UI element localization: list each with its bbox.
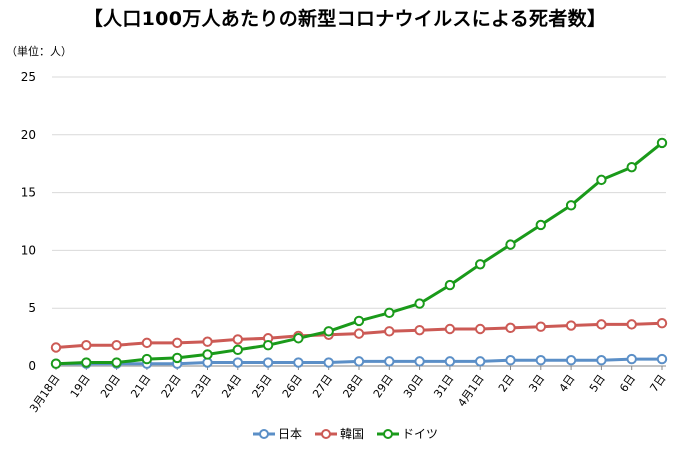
data-point — [475, 323, 486, 335]
data-point — [444, 356, 456, 367]
data-point — [505, 355, 516, 366]
data-point — [172, 337, 183, 349]
x-tick-label: 5日 — [587, 372, 608, 394]
data-point — [323, 326, 334, 337]
data-point — [444, 323, 456, 335]
y-axis-ticks: 0 5 10 15 20 25 — [21, 70, 36, 373]
x-tick-label: 22日 — [159, 372, 184, 400]
data-point — [262, 339, 274, 351]
data-point — [535, 219, 546, 231]
x-tick-label: 24日 — [219, 372, 244, 400]
data-point — [81, 339, 92, 351]
data-point — [141, 337, 153, 349]
data-point — [535, 355, 546, 366]
y-tick-label: 25 — [21, 70, 36, 84]
data-point — [202, 336, 213, 347]
data-point — [444, 279, 456, 291]
y-tick-label: 10 — [21, 243, 36, 257]
legend-label: 日本 — [277, 427, 302, 441]
data-point — [202, 349, 213, 360]
legend-marker-icon — [314, 428, 337, 439]
data-point — [656, 353, 668, 365]
x-tick-label: 26日 — [280, 372, 305, 400]
data-point — [232, 357, 244, 368]
data-point — [535, 321, 546, 332]
data-point — [475, 259, 486, 270]
data-point — [414, 298, 425, 309]
data-point — [111, 339, 122, 351]
x-tick-label: 3日 — [526, 372, 547, 394]
data-point — [565, 320, 577, 331]
y-tick-label: 20 — [21, 128, 36, 142]
data-point — [626, 319, 637, 330]
series-lines — [50, 137, 668, 369]
legend-item: 韓国 — [314, 425, 364, 442]
y-tick-label: 5 — [28, 301, 36, 315]
data-point — [293, 357, 304, 368]
data-point — [323, 357, 334, 368]
data-point — [353, 328, 365, 339]
chart-legend: 日本 韓国 ドイツ — [0, 425, 690, 443]
data-point — [232, 334, 244, 345]
data-point — [81, 357, 92, 368]
y-tick-label: 15 — [21, 186, 36, 200]
x-tick-label: 31日 — [431, 372, 456, 400]
x-tick-label: 7日 — [647, 372, 668, 394]
legend-marker-icon — [252, 428, 275, 439]
x-tick-label: 25日 — [250, 372, 275, 400]
data-point — [505, 239, 516, 250]
data-point — [111, 357, 122, 368]
x-tick-label: 3月18日 — [27, 372, 62, 415]
data-point — [262, 357, 274, 368]
data-point — [565, 355, 577, 366]
x-tick-label: 2日 — [496, 372, 517, 394]
data-point — [505, 322, 516, 334]
legend-label: ドイツ — [402, 427, 439, 441]
data-point — [414, 356, 425, 367]
data-point — [50, 358, 62, 369]
data-point — [475, 356, 486, 367]
data-point — [626, 161, 637, 173]
data-point — [353, 356, 365, 367]
data-point — [414, 324, 425, 336]
data-point — [384, 356, 395, 367]
data-point — [384, 326, 395, 337]
data-point — [172, 352, 183, 364]
x-tick-label: 21日 — [128, 372, 153, 400]
data-point — [141, 353, 153, 365]
data-point — [596, 319, 607, 330]
data-point — [596, 174, 607, 186]
x-tick-label: 6日 — [617, 372, 638, 394]
chart-title: 【人口100万人あたりの新型コロナウイルスによる死者数】 — [83, 8, 607, 30]
x-tick-label: 19日 — [68, 372, 93, 400]
legend-label: 韓国 — [339, 427, 364, 441]
data-point — [384, 307, 395, 319]
x-axis-ticks: 3月18日 19日 20日 21日 22日 23日 24日 25日 26日 27日 28日 29日 30… — [27, 366, 668, 415]
x-tick-label: 4月1日 — [455, 372, 486, 409]
x-tick-label: 30日 — [401, 372, 426, 400]
data-point — [596, 355, 607, 366]
data-point — [50, 342, 62, 353]
data-point — [293, 333, 304, 344]
line-chart: 0 5 10 15 20 25 3月18日 19日 20日 21日 22日 23日 24日 25日 26日… — [21, 70, 669, 415]
x-tick-label: 27日 — [310, 372, 335, 400]
legend-item: 日本 — [252, 425, 302, 442]
x-tick-label: 28日 — [340, 372, 365, 400]
data-point — [656, 137, 668, 149]
data-point — [232, 344, 244, 356]
x-tick-label: 4日 — [557, 372, 578, 394]
legend-item: ドイツ — [376, 425, 438, 442]
data-point — [565, 200, 577, 211]
y-axis-unit-label: （単位：人） — [6, 45, 72, 58]
x-tick-label: 29日 — [371, 372, 396, 400]
x-tick-label: 20日 — [98, 372, 123, 400]
data-point — [353, 315, 365, 327]
data-point — [626, 353, 637, 365]
data-point — [656, 318, 668, 329]
x-tick-label: 23日 — [189, 372, 214, 400]
legend-marker-icon — [377, 428, 399, 439]
y-tick-label: 0 — [28, 359, 36, 373]
